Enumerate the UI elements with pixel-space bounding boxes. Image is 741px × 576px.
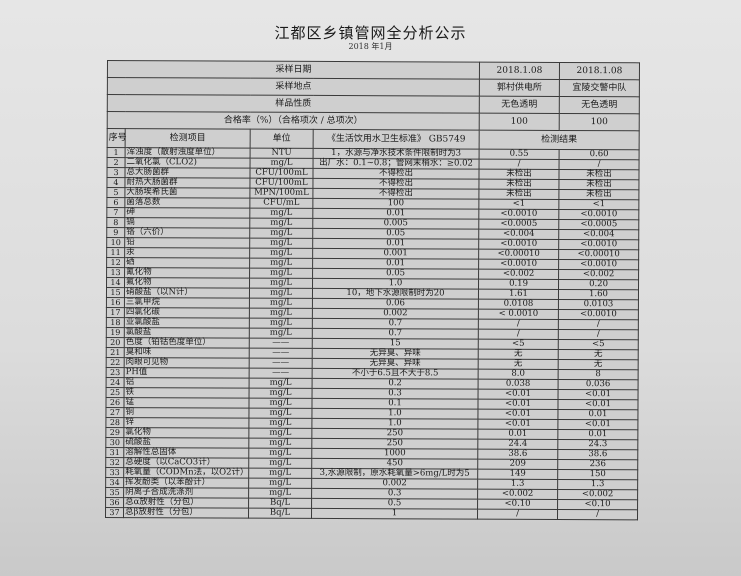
row-no: 29 [105, 427, 124, 438]
page-title: 江都区乡镇管网全分析公示 [274, 24, 467, 42]
row-item: 铝 [124, 377, 250, 389]
row-item: 总β放射性（分包） [123, 507, 249, 519]
row-no: 34 [105, 477, 124, 488]
row-no: 16 [106, 297, 125, 308]
meta-value: 2018.1.08 [559, 62, 640, 80]
row-item: 铜 [123, 407, 249, 419]
meta-value: 无色透明 [559, 96, 640, 114]
row-no: 21 [106, 347, 125, 358]
meta-label: 采样日期 [107, 60, 480, 80]
meta-value: 郭村供电所 [479, 79, 560, 97]
row-no: 23 [106, 367, 125, 378]
row-no: 14 [106, 277, 125, 288]
row-item: 铁 [124, 387, 250, 399]
row-no: 33 [105, 467, 124, 478]
row-no: 36 [105, 497, 124, 508]
row-no: 7 [106, 207, 125, 218]
row-no: 30 [105, 437, 124, 448]
row-item: 菌落总数 [124, 197, 250, 209]
header-no: 序号 [107, 128, 127, 148]
row-result-2: / [557, 509, 638, 520]
header-item: 检测项目 [125, 128, 251, 149]
meta-value: 100 [479, 113, 560, 131]
row-no: 1 [107, 147, 126, 158]
row-no: 15 [106, 287, 125, 298]
row-standard: 1 [311, 508, 478, 520]
meta-value: 2018.1.08 [479, 62, 560, 80]
row-no: 25 [106, 387, 125, 398]
row-no: 5 [106, 187, 125, 198]
row-no: 4 [106, 177, 125, 188]
row-no: 18 [106, 317, 125, 328]
row-no: 22 [106, 357, 125, 368]
header-standard: 《生活饮用水卫生标准》 GB5749 [313, 129, 480, 150]
meta-label: 合格率（%）（合格项次 / 总项次） [107, 111, 480, 131]
meta-label: 样品性质 [107, 94, 480, 114]
row-item: PH值 [124, 367, 250, 379]
meta-value: 无色透明 [479, 96, 560, 114]
header-result: 检测结果 [479, 130, 640, 150]
row-item: 砷 [124, 207, 250, 219]
row-no: 28 [105, 417, 124, 428]
row-no: 31 [105, 447, 124, 458]
row-no: 13 [106, 267, 125, 278]
page-subtitle: 2018 年1月 [348, 42, 393, 51]
row-no: 2 [107, 157, 126, 168]
row-no: 26 [105, 397, 125, 408]
meta-label: 采样地点 [107, 77, 480, 97]
row-no: 17 [106, 307, 125, 318]
row-no: 24 [106, 377, 125, 388]
row-unit: Bq/L [248, 508, 312, 519]
row-no: 8 [106, 217, 125, 228]
row-no: 37 [105, 507, 124, 518]
row-no: 6 [106, 197, 125, 208]
row-item: 锰 [123, 397, 250, 409]
meta-value: 100 [559, 113, 640, 131]
row-no: 32 [105, 457, 124, 468]
row-no: 9 [106, 227, 125, 238]
row-no: 10 [106, 237, 125, 248]
row-no: 12 [106, 257, 125, 268]
header-unit: 单位 [250, 129, 314, 149]
analysis-table: 采样日期 2018.1.08 2018.1.08 采样地点 郭村供电所 宜陵交警中队 样… [105, 60, 640, 520]
row-item: 汞 [124, 247, 250, 259]
row-no: 11 [106, 247, 125, 258]
row-item: 铅 [124, 237, 250, 249]
table-row: 37 总β放射性（分包） Bq/L 1// [105, 507, 638, 520]
meta-value: 宜陵交警中队 [559, 79, 640, 97]
row-no: 35 [105, 487, 124, 498]
row-item: 铬（六价） [124, 227, 250, 239]
row-no: 27 [105, 407, 124, 418]
row-no: 19 [106, 327, 125, 338]
row-result-1: / [477, 509, 558, 520]
row-no: 20 [106, 337, 125, 348]
row-no: 3 [106, 167, 126, 178]
